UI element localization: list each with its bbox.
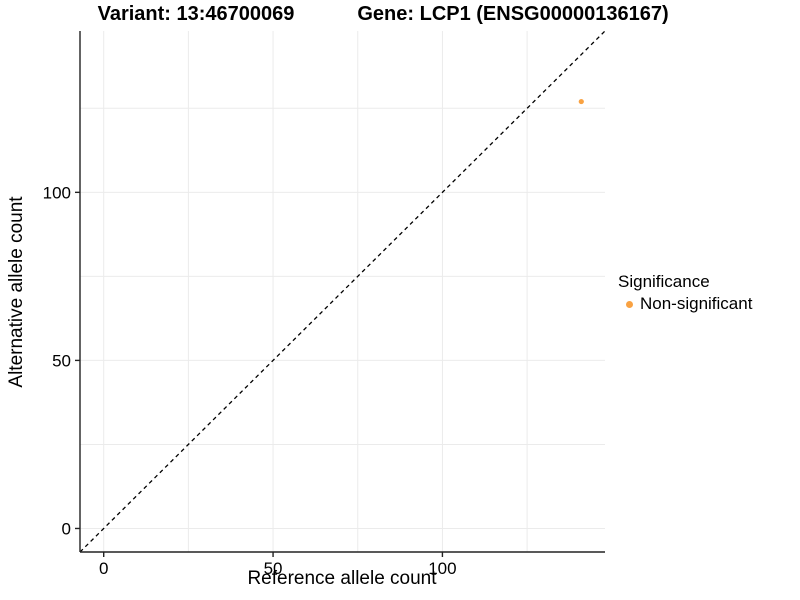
x-axis-title: Reference allele count <box>247 568 437 589</box>
y-tick-label: 50 <box>52 351 71 370</box>
y-tick-label: 100 <box>43 183 71 202</box>
y-axis-title: Alternative allele count <box>6 196 27 388</box>
y-tick-label: 0 <box>62 519 71 538</box>
x-tick-label: 100 <box>428 559 456 578</box>
legend-entry-label: Non-significant <box>640 294 753 313</box>
data-point <box>578 98 584 105</box>
legend-title: Significance <box>618 272 710 291</box>
legend: Significance Non-significant <box>618 272 752 314</box>
identity-dashed-line <box>80 31 605 552</box>
variant-title: Variant: 13:46700069 <box>97 3 295 25</box>
legend-entry: Non-significant <box>618 294 752 314</box>
x-tick-label: 50 <box>264 559 283 578</box>
legend-point-icon <box>626 300 633 308</box>
gene-title: Gene: LCP1 (ENSG00000136167) <box>357 3 669 25</box>
x-tick-label: 0 <box>99 559 108 578</box>
